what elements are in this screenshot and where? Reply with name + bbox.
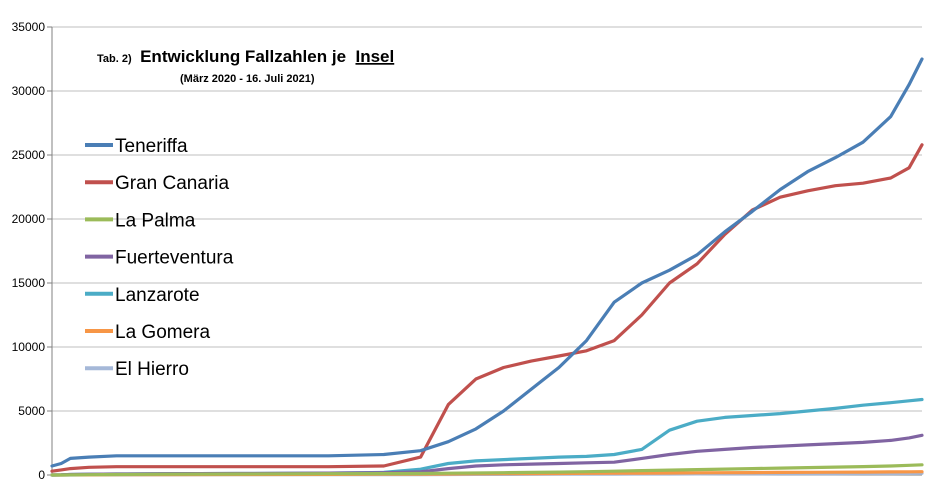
legend-label-teneriffa: Teneriffa bbox=[115, 136, 188, 157]
y-tick-label: 20000 bbox=[12, 212, 46, 226]
series-line-gran-canaria bbox=[50, 143, 924, 473]
legend-label-la-gomera: La Gomera bbox=[115, 322, 210, 343]
y-tick-label: 25000 bbox=[12, 148, 46, 162]
y-tick-label: 35000 bbox=[12, 20, 46, 34]
chart-title-prefix: Tab. 2) bbox=[97, 53, 132, 65]
legend-label-el-hierro: El Hierro bbox=[115, 359, 189, 380]
chart-title-main: Entwicklung Fallzahlen je bbox=[140, 47, 346, 66]
series-lines bbox=[50, 57, 924, 477]
y-tick-label: 15000 bbox=[12, 276, 46, 290]
y-tick-label: 30000 bbox=[12, 84, 46, 98]
chart-subtitle: (März 2020 - 16. Juli 2021) bbox=[180, 73, 315, 85]
chart-title: Tab. 2) Entwicklung Fallzahlen je Insel bbox=[97, 47, 394, 66]
legend: Teneriffa Gran Canaria La Palma Fuerteventu… bbox=[85, 136, 234, 380]
chart-title-underlined: Insel bbox=[355, 47, 394, 66]
series-line-la-palma bbox=[50, 463, 924, 477]
legend-label-lanzarote: Lanzarote bbox=[115, 285, 200, 306]
legend-label-fuerteventura: Fuerteventura bbox=[115, 248, 234, 269]
legend-label-gran-canaria: Gran Canaria bbox=[115, 173, 229, 194]
y-tick-label: 5000 bbox=[18, 404, 45, 418]
legend-label-la-palma: La Palma bbox=[115, 210, 196, 231]
series-line-teneriffa bbox=[50, 57, 924, 468]
grid-lines bbox=[52, 26, 922, 476]
y-tick-label: 10000 bbox=[12, 340, 46, 354]
y-tick-label: 0 bbox=[38, 468, 45, 482]
